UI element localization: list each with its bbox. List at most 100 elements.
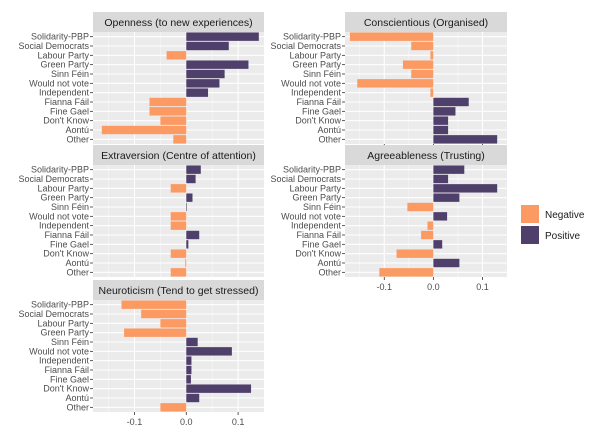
bar-2-8 (186, 240, 189, 249)
bar-3-5 (433, 212, 448, 221)
bar-3-8 (433, 240, 443, 249)
bar-4-4 (186, 337, 198, 347)
bar-2-6 (170, 221, 187, 230)
y-tick-label: Fine Gael (50, 374, 89, 384)
y-tick-label: Independent (39, 221, 90, 231)
y-tick-label: Green Party (40, 60, 89, 70)
y-tick-label: Sinn Féin (51, 69, 89, 79)
y-tick-label: Social Democrats (18, 41, 89, 51)
y-tick-label: Independent (291, 88, 342, 98)
bar-0-8 (149, 107, 187, 116)
y-tick-label: Solidarity-PBP (283, 32, 341, 42)
y-tick-label: Solidarity-PBP (283, 165, 341, 175)
y-tick-label: Fianna Fáil (44, 230, 89, 240)
y-tick-label: Aontú (65, 393, 89, 403)
y-tick-label: Labour Party (289, 50, 341, 60)
bar-4-5 (186, 347, 232, 356)
y-tick-label: Green Party (40, 328, 89, 338)
bar-0-6 (186, 88, 209, 97)
y-tick-label: Fianna Fáil (296, 97, 341, 107)
bar-0-9 (160, 116, 187, 125)
bar-3-9 (396, 249, 434, 258)
panel-strip (93, 145, 264, 165)
bar-2-10 (185, 258, 187, 268)
y-tick-label: Aontú (317, 125, 341, 135)
y-tick-label: Fine Gael (302, 106, 341, 116)
panel-strip (345, 145, 507, 165)
bar-3-4 (407, 202, 434, 212)
y-tick-label: Fianna Fáil (44, 97, 89, 107)
bar-4-7 (186, 365, 192, 375)
bar-3-3 (433, 193, 460, 202)
y-tick-label: Labour Party (37, 318, 89, 328)
y-tick-label: Green Party (40, 193, 89, 203)
bar-4-3 (124, 328, 187, 337)
x-tick-label: 0.1 (476, 282, 489, 292)
y-tick-label: Solidarity-PBP (31, 32, 89, 42)
y-tick-label: Social Democrats (18, 309, 89, 319)
bar-2-9 (170, 249, 187, 258)
bar-3-7 (421, 230, 434, 240)
y-tick-label: Don't Know (43, 249, 89, 259)
panel-0: Openness (to new experiences) Solidarity-… (18, 12, 264, 144)
bar-3-11 (379, 268, 434, 277)
y-tick-label: Don't Know (43, 116, 89, 126)
bar-1-2 (430, 51, 434, 60)
panel-title: Agreeableness (Trusting) (367, 150, 485, 162)
bar-0-0 (186, 32, 259, 41)
panel-strip (93, 280, 264, 300)
legend: Negative Positive (521, 205, 585, 244)
bar-2-0 (186, 165, 201, 174)
bar-1-3 (402, 60, 434, 69)
y-tick-label: Would not vote (281, 211, 341, 221)
panel-background (345, 165, 507, 277)
y-tick-label: Sinn Féin (51, 337, 89, 347)
y-tick-label: Green Party (292, 60, 341, 70)
bar-2-7 (186, 230, 200, 240)
y-tick-label: Labour Party (37, 50, 89, 60)
y-tick-label: Would not vote (29, 211, 89, 221)
y-tick-label: Sinn Féin (303, 69, 341, 79)
bar-3-0 (433, 165, 465, 174)
y-tick-label: Social Democrats (270, 174, 341, 184)
bar-2-5 (170, 212, 187, 221)
bar-4-10 (186, 393, 200, 403)
legend-key-0 (521, 205, 539, 223)
x-tick-label: 0.0 (427, 282, 440, 292)
bar-1-8 (433, 107, 456, 116)
bar-4-0 (121, 300, 187, 309)
x-tick-label: 0.1 (232, 417, 245, 427)
bar-2-11 (170, 268, 187, 277)
panel-strip (345, 12, 507, 32)
y-tick-label: Other (318, 134, 341, 144)
y-tick-label: Labour Party (37, 183, 89, 193)
bar-1-10 (433, 125, 449, 135)
bar-2-3 (186, 193, 193, 202)
legend-key-1 (521, 226, 539, 244)
bar-4-8 (186, 375, 191, 384)
bar-0-4 (186, 69, 225, 79)
y-tick-label: Independent (39, 356, 90, 366)
y-tick-label: Independent (39, 88, 90, 98)
panel-background (93, 300, 264, 412)
panel-4: Neuroticism (Tend to get stressed) Solida… (18, 280, 264, 427)
y-tick-label: Independent (291, 221, 342, 231)
bar-4-6 (186, 356, 192, 365)
panel-2: Extraversion (Centre of attention) Solida… (18, 145, 264, 277)
y-tick-label: Other (66, 267, 89, 277)
bar-0-3 (186, 60, 249, 69)
x-tick-label: -0.1 (127, 417, 143, 427)
bar-1-11 (433, 135, 498, 144)
y-tick-label: Aontú (65, 258, 89, 268)
bar-4-1 (141, 309, 187, 319)
bar-1-6 (430, 88, 434, 97)
panel-title: Conscientious (Organised) (364, 17, 488, 29)
bar-0-1 (186, 41, 229, 51)
bar-0-2 (166, 51, 187, 60)
y-tick-label: Don't Know (295, 249, 341, 259)
bar-2-4 (186, 202, 187, 212)
bar-2-1 (186, 174, 196, 184)
y-tick-label: Aontú (317, 258, 341, 268)
y-tick-label: Other (318, 267, 341, 277)
